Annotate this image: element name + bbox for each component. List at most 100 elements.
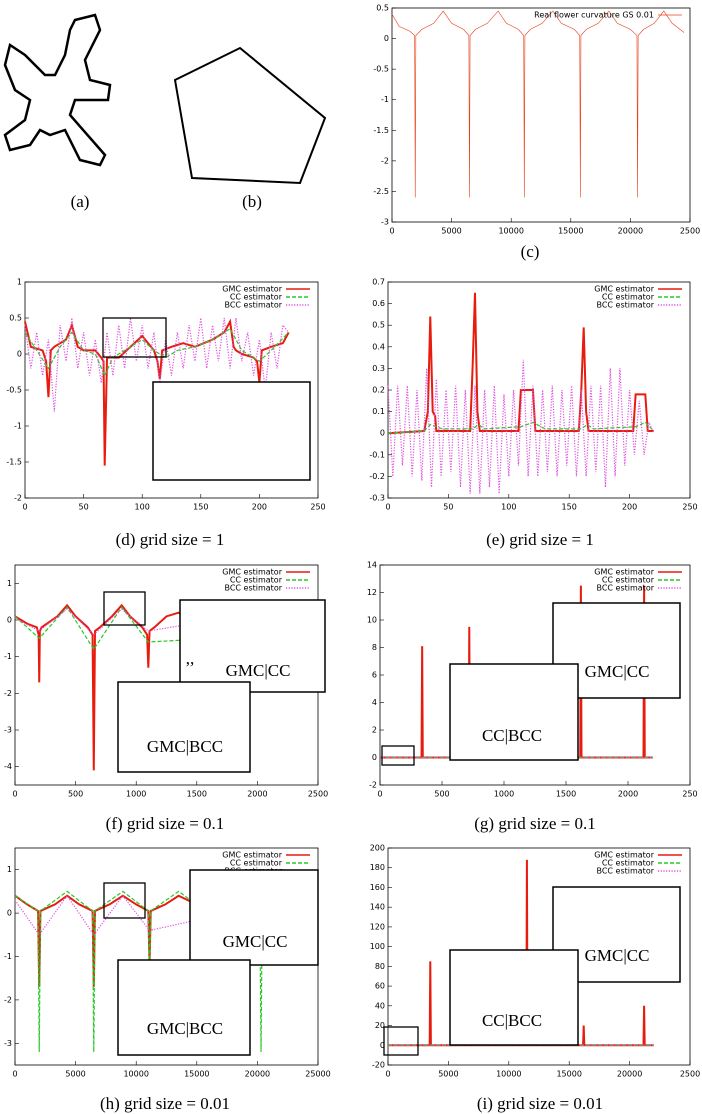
legend-label: BCC estimator (596, 584, 654, 593)
x-tick-label: 500 (434, 790, 449, 799)
x-tick-label: 20000 (618, 227, 643, 236)
x-tick-label: 150 (193, 503, 208, 512)
legend-label: CC estimator (230, 293, 283, 302)
series-line (14, 890, 289, 1052)
legend-label: GMC estimator (594, 568, 654, 577)
caption: (g) grid size = 0.1 (474, 814, 595, 833)
x-tick-label: 250 (682, 790, 697, 799)
caption: (i) grid size = 0.01 (477, 1094, 603, 1113)
caption: (h) grid size = 0.01 (100, 1094, 230, 1113)
plot-frame (387, 847, 691, 1066)
y-tick-label: 14 (367, 561, 377, 570)
x-tick-label: 100 (135, 503, 150, 512)
series-line (388, 859, 654, 1047)
y-tick-label: 60 (375, 982, 385, 991)
y-tick-label: -1 (4, 952, 12, 961)
legend-label: CC estimator (230, 859, 283, 868)
y-tick-label: 0 (380, 1041, 385, 1050)
zoom-region (103, 882, 146, 919)
x-tick-label: 150 (562, 503, 577, 512)
y-tick-label: 2 (372, 726, 377, 735)
x-tick-label: 15000 (556, 1070, 581, 1079)
y-tick-label: 0.7 (372, 278, 385, 287)
y-tick-label: -20 (372, 1061, 385, 1070)
x-tick-label: 0 (377, 790, 382, 799)
x-tick-label: 10000 (496, 1070, 521, 1079)
series-line (14, 608, 282, 636)
pentagon-shape (173, 46, 327, 185)
y-tick-label: 6 (372, 671, 377, 680)
series-line (387, 292, 654, 435)
zoom-region (103, 591, 146, 626)
x-tick-label: 2000 (618, 790, 638, 799)
x-tick-label: 1500 (187, 790, 207, 799)
flower-shape (3, 13, 112, 167)
y-tick-label: -2 (369, 781, 377, 790)
plot-frame (391, 7, 691, 223)
y-tick-label: -2 (14, 494, 22, 503)
series-line (14, 894, 288, 936)
inset-label: GMC|BCC (147, 1019, 223, 1038)
inset-box (179, 599, 326, 693)
caption: (e) grid size = 1 (486, 530, 594, 549)
x-tick-label: 2500 (680, 227, 700, 236)
x-tick-label: 0 (22, 503, 27, 512)
legend-label: CC estimator (602, 576, 655, 585)
x-tick-label: 50 (79, 503, 89, 512)
legend-label: BCC estimator (224, 584, 282, 593)
y-tick-label: -0.3 (369, 494, 385, 503)
x-tick-label: 2500 (680, 1070, 700, 1079)
y-tick-label: 10 (367, 616, 377, 625)
legend-label: GMC estimator (594, 285, 654, 294)
y-tick-label: 80 (375, 962, 385, 971)
inset-box (152, 381, 311, 481)
x-tick-label: 250 (682, 503, 697, 512)
inset-label: CC|BCC (482, 726, 542, 745)
caption: (f) grid size = 0.1 (106, 814, 225, 833)
legend-label: GMC estimator (222, 285, 282, 294)
caption: (d) grid size = 1 (116, 530, 225, 549)
caption: (a) (71, 192, 90, 211)
y-tick-label: -0.2 (369, 472, 385, 481)
y-tick-label: 0.5 (9, 314, 22, 323)
y-tick-label: -3 (381, 218, 389, 227)
y-tick-label: 0 (7, 909, 12, 918)
x-tick-label: 0 (385, 1070, 390, 1079)
x-tick-label: 500 (68, 790, 83, 799)
legend-label: BCC estimator (596, 301, 654, 310)
inset-label: GMC|BCC (147, 737, 223, 756)
y-tick-label: 20 (375, 1021, 385, 1030)
series-line (387, 421, 655, 434)
y-tick-label: 1 (17, 278, 22, 287)
x-tick-label: 20000 (245, 1070, 270, 1079)
y-tick-label: 0 (7, 616, 12, 625)
y-tick-label: -3 (4, 726, 12, 735)
y-tick-label: -1 (14, 422, 22, 431)
inset-box (117, 681, 251, 773)
y-tick-label: -1 (4, 652, 12, 661)
y-tick-label: -1 (381, 95, 389, 104)
legend-label: GMC estimator (222, 568, 282, 577)
y-tick-label: -1.5 (6, 458, 22, 467)
x-tick-label: 10000 (498, 227, 523, 236)
x-tick-label: 10000 (123, 1070, 148, 1079)
x-tick-label: 2000 (247, 790, 267, 799)
x-tick-label: 200 (622, 503, 637, 512)
inset-label: GMC|CC (226, 661, 291, 680)
x-tick-label: 20000 (617, 1070, 642, 1079)
y-tick-label: 120 (370, 922, 385, 931)
inset-box (189, 869, 319, 966)
y-tick-label: 140 (370, 903, 385, 912)
inset-label: CC|BCC (482, 1011, 542, 1030)
y-tick-label: 0 (17, 350, 22, 359)
y-tick-label: -1.5 (373, 126, 389, 135)
x-tick-label: 0 (389, 227, 394, 236)
y-tick-label: 1 (7, 865, 12, 874)
y-tick-label: 0 (380, 429, 385, 438)
x-tick-label: 25000 (305, 1070, 330, 1079)
y-tick-label: -3 (4, 1039, 12, 1048)
y-tick-label: 180 (370, 863, 385, 872)
x-tick-label: 1000 (494, 790, 514, 799)
caption: (b) (242, 192, 262, 211)
